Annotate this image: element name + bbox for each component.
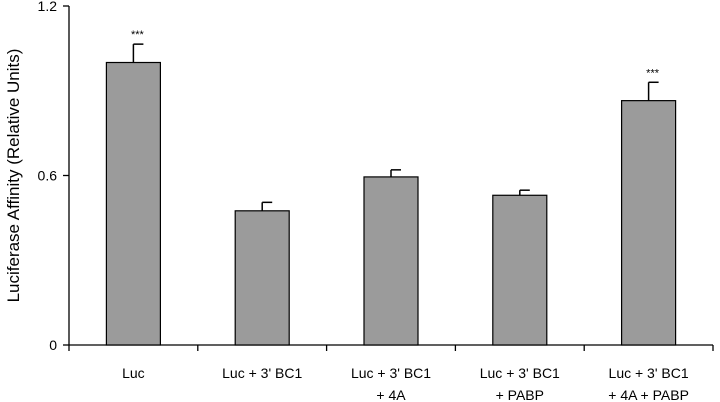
x-tick-label: Luc	[122, 365, 145, 381]
bar	[363, 176, 419, 346]
x-tick-label: Luc + 3' BC1	[222, 365, 302, 381]
bars	[105, 43, 677, 346]
x-tick-label: Luc + 3' BC1	[351, 365, 431, 381]
bar	[105, 61, 162, 346]
y-tick-label: 1.2	[38, 0, 58, 14]
x-tick-label: + 4A	[376, 387, 406, 402]
bar	[234, 210, 290, 346]
significance-label: ***	[646, 67, 660, 79]
significance-label: ***	[131, 29, 145, 41]
bar	[620, 100, 677, 346]
labels: Luciferase Affinity (Relative Units) *** L…	[4, 29, 689, 402]
x-tick-label: Luc + 3' BC1	[480, 365, 560, 381]
x-tick-label: + PABP	[496, 387, 544, 402]
y-axis-label: Luciferase Affinity (Relative Units)	[4, 49, 23, 303]
y-tick-label: 0.6	[38, 168, 58, 184]
axes: 0 0.6 1.2	[38, 0, 714, 353]
bar	[492, 194, 548, 346]
x-tick-label: + 4A + PABP	[608, 387, 689, 402]
y-tick-label: 0	[49, 337, 57, 353]
x-tick-label: Luc + 3' BC1	[609, 365, 689, 381]
